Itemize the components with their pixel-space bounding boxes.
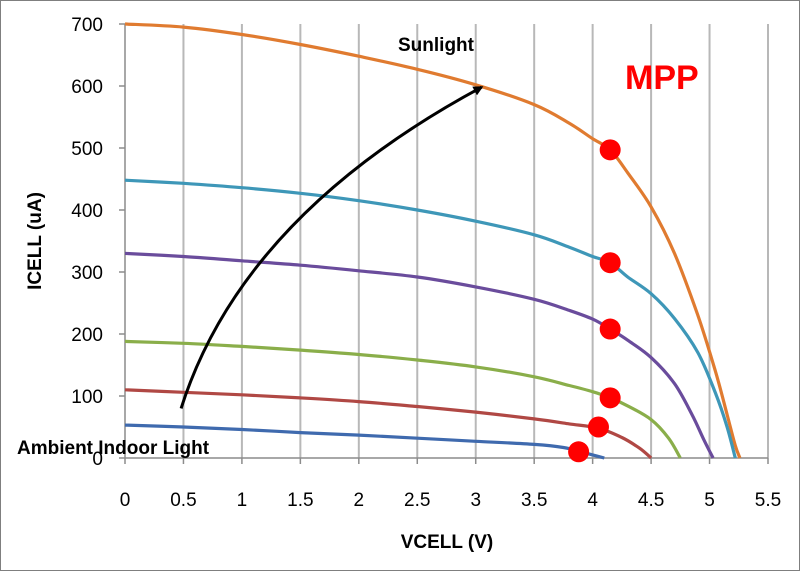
- y-tick-label: 700: [71, 15, 103, 36]
- x-tick-label: 1.5: [287, 490, 313, 511]
- x-tick-label: 0.5: [170, 490, 196, 511]
- trend-arrow: [179, 85, 484, 409]
- x-axis-title: VCELL (V): [401, 532, 494, 553]
- mpp-annotation: MPP: [625, 59, 699, 97]
- x-tick-label: 5.5: [755, 490, 781, 511]
- axes: [119, 23, 769, 464]
- mpp-point: [599, 252, 621, 274]
- x-tick-label: 1: [237, 490, 248, 511]
- mpp-markers: [568, 139, 621, 463]
- grid-lines: [182, 24, 769, 458]
- y-tick-label: 100: [71, 387, 103, 408]
- mpp-point: [568, 441, 590, 463]
- y-tick-label: 200: [71, 325, 103, 346]
- x-tick-label: 3: [470, 490, 481, 511]
- y-tick-label: 400: [71, 201, 103, 222]
- tick-labels: 0 100 200 300 400 500 600 700 0 0.5 1 1.5 2 2.5 3 3.5 4 4…: [71, 15, 781, 511]
- y-axis-title: ICELL (uA): [25, 192, 46, 290]
- series-line: [124, 388, 653, 460]
- x-tick-label: 0: [120, 490, 131, 511]
- series-line: [124, 22, 742, 459]
- y-tick-label: 600: [71, 77, 103, 98]
- mpp-point: [599, 387, 621, 409]
- x-tick-label: 4: [587, 490, 598, 511]
- x-tick-label: 4.5: [638, 490, 664, 511]
- mpp-point: [599, 139, 621, 161]
- x-tick-label: 2: [354, 490, 365, 511]
- x-tick-label: 5: [704, 490, 715, 511]
- sunlight-annotation: Sunlight: [398, 35, 475, 56]
- y-tick-label: 0: [92, 449, 103, 470]
- series-line: [124, 251, 715, 459]
- y-tick-label: 500: [71, 139, 103, 160]
- indoor-light-annotation: Ambient Indoor Light: [17, 438, 210, 459]
- mpp-point: [599, 318, 621, 340]
- series-line: [124, 339, 682, 459]
- x-tick-label: 3.5: [521, 490, 547, 511]
- x-tick-label: 2.5: [404, 490, 430, 511]
- series-line: [124, 178, 737, 459]
- y-tick-label: 300: [71, 263, 103, 284]
- mpp-point: [587, 416, 609, 438]
